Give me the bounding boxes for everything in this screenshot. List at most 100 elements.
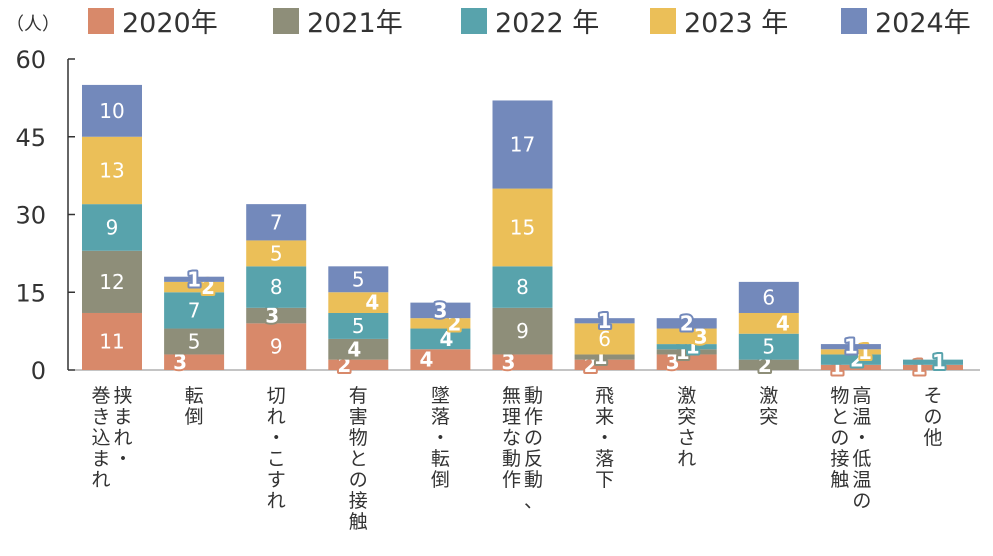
data-label: 1	[598, 309, 612, 333]
bar-segment	[574, 359, 635, 370]
data-label: 1	[187, 267, 201, 291]
bar-segment	[656, 318, 717, 329]
data-label: 9	[106, 215, 119, 239]
data-label: 17	[510, 133, 535, 157]
bar-segment	[246, 266, 307, 308]
bar-segment	[164, 328, 225, 355]
data-label: 13	[99, 158, 124, 182]
data-label: 5	[188, 329, 201, 353]
bar-segment	[328, 359, 389, 370]
bar-segment	[820, 354, 881, 365]
bar-segment	[903, 364, 963, 370]
bar-segment	[82, 136, 142, 205]
legend-label-0: 2020年	[122, 8, 218, 39]
data-label: 6	[598, 327, 611, 351]
category-label: 物との接触	[830, 385, 849, 491]
data-label: 8	[270, 275, 283, 299]
bar-segment	[246, 307, 307, 324]
bar-segment	[82, 250, 142, 313]
y-tick-label: 60	[15, 46, 46, 74]
data-label: 1	[858, 340, 872, 364]
y-tick-label: 15	[15, 279, 46, 307]
legend-swatch-4	[841, 8, 867, 34]
category-label: 高温・低温の	[852, 385, 871, 512]
bar-segment	[246, 323, 307, 370]
data-label: 8	[516, 275, 529, 299]
bar-segment	[656, 344, 717, 350]
y-tick-label: 30	[15, 202, 46, 230]
bar-segment	[164, 292, 225, 329]
bar-segment	[82, 312, 142, 370]
bar-segment	[82, 84, 142, 137]
data-label: 11	[99, 329, 124, 353]
data-label: 6	[762, 285, 775, 309]
bars: 1112913103572193857245454423398151721613…	[82, 84, 963, 381]
legend-label-2: 2022 年	[495, 8, 599, 39]
bar-segment	[656, 349, 717, 355]
bar-segment	[656, 354, 717, 370]
bar-segment	[492, 188, 553, 267]
category-label: 有害物との接触	[349, 385, 368, 533]
data-label: 4	[365, 291, 379, 315]
bar-segment	[328, 266, 389, 293]
data-label: 3	[265, 304, 279, 328]
data-label: 3	[433, 298, 447, 322]
bar-segment	[574, 323, 635, 355]
legend-label-3: 2023 年	[684, 8, 788, 39]
bar-segment	[492, 266, 553, 308]
bar-segment	[410, 318, 471, 329]
bar-segment	[246, 240, 307, 267]
bar-segment	[410, 302, 471, 319]
bar-segment	[738, 359, 799, 370]
data-label: 5	[270, 241, 283, 265]
data-label: 9	[516, 319, 529, 343]
bar-segment	[656, 328, 717, 345]
data-label: 1	[844, 335, 858, 359]
category-label: 激突され	[677, 385, 696, 470]
bar-segment	[246, 204, 307, 241]
y-tick-label: 0	[31, 357, 46, 385]
data-label: 4	[776, 311, 790, 335]
data-label: 1	[932, 350, 946, 374]
data-label: 5	[352, 267, 365, 291]
bar-segment	[164, 281, 225, 293]
category-label: 墜落・転倒	[431, 385, 450, 491]
data-label: 5	[352, 314, 365, 338]
category-label: 無理な動作	[502, 385, 521, 491]
category-label: 切れ・こすれ	[267, 385, 286, 512]
bar-segment	[574, 354, 635, 360]
bar-segment	[820, 344, 881, 350]
bar-segment	[820, 349, 881, 355]
data-label: 7	[270, 210, 283, 234]
category-label: 転倒	[185, 385, 204, 428]
data-label: 7	[188, 298, 201, 322]
bar-segment	[164, 354, 225, 370]
bar-segment	[328, 338, 389, 360]
data-label: 15	[510, 215, 535, 239]
data-label: 12	[99, 270, 124, 294]
bar-segment	[492, 354, 553, 370]
data-label: 4	[347, 337, 361, 361]
data-label: 9	[270, 335, 283, 359]
bar-segment	[738, 333, 799, 360]
data-label: 3	[173, 350, 187, 374]
data-label: 1	[912, 355, 926, 379]
y-axis-unit-label: （人）	[6, 14, 60, 35]
data-label: 3	[694, 324, 708, 348]
data-label: 2	[680, 311, 694, 335]
bar-segment	[410, 349, 471, 370]
bar-segment	[903, 359, 963, 365]
legend-swatch-2	[461, 8, 487, 34]
x-axis-labels: 挟まれ・巻き込まれ 転倒 切れ・こすれ 有害物との接触 墜落・転倒 動作の反動、無理な動作…	[91, 385, 942, 533]
data-label: 10	[99, 99, 124, 123]
data-label: 4	[439, 327, 453, 351]
category-label: 飛来・落下	[595, 385, 614, 491]
category-label: 動作の反動、	[524, 385, 543, 512]
category-label: その他	[923, 385, 942, 449]
legend-swatch-0	[88, 8, 114, 34]
bar-segment	[574, 318, 635, 324]
legend-swatch-1	[273, 8, 299, 34]
bar-segment	[328, 292, 389, 313]
bar-segment	[492, 307, 553, 355]
bar-segment	[738, 281, 799, 313]
